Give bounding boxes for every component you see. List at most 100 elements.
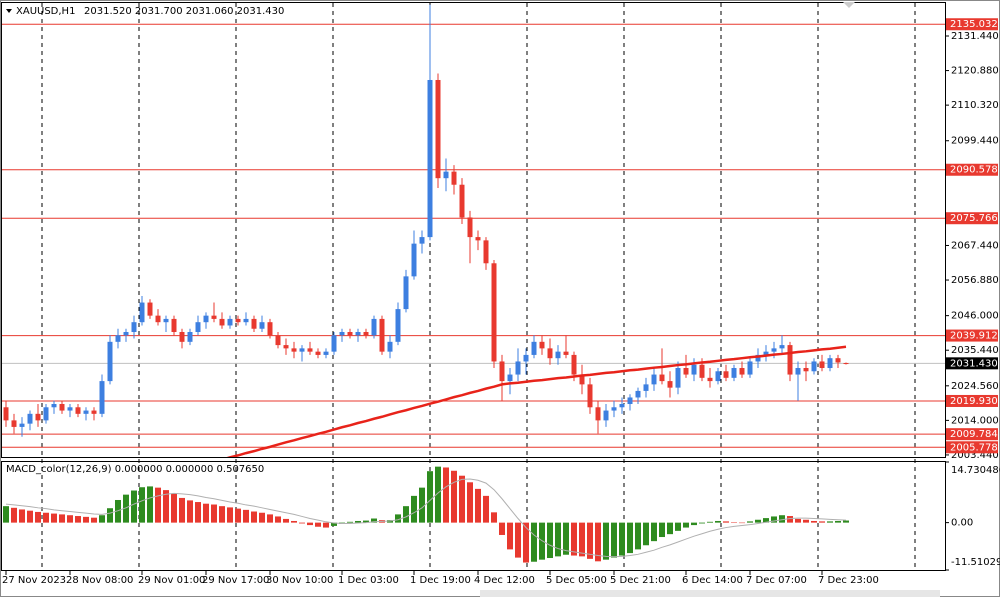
candle-body: [283, 345, 289, 349]
macd-plot: [3, 466, 849, 563]
x-tick-label: 27 Nov 2023: [2, 575, 66, 586]
candle-body: [715, 371, 721, 382]
macd-bar: [651, 522, 657, 542]
macd-bar: [107, 508, 113, 523]
macd-bar: [195, 502, 201, 523]
macd-bar: [51, 513, 57, 523]
candle-body: [363, 332, 369, 336]
macd-bar: [635, 522, 641, 550]
candle-body: [59, 404, 65, 411]
candle-body: [763, 351, 769, 355]
scroll-marker: [843, 2, 855, 8]
level-label-box: [946, 394, 998, 407]
candle-body: [123, 332, 129, 336]
candle-body: [315, 351, 321, 355]
candle-body: [507, 374, 513, 382]
macd-bar: [571, 522, 577, 556]
macd-bar: [835, 520, 841, 523]
macd-bar: [307, 522, 313, 526]
macd-bar: [771, 516, 777, 523]
x-tick-label: 1 Dec 03:00: [338, 575, 399, 586]
candle-body: [195, 322, 201, 333]
macd-bar: [67, 515, 73, 523]
candle-body: [739, 368, 745, 375]
candle-body: [755, 354, 761, 362]
candle-body: [835, 358, 841, 363]
macd-bar: [747, 521, 753, 523]
macd-bar: [691, 522, 697, 526]
macd-bar: [123, 494, 129, 523]
candle-body: [323, 351, 329, 355]
candle-body: [675, 368, 681, 388]
macd-bar: [27, 510, 33, 523]
candle-body: [251, 318, 257, 329]
macd-bar: [475, 488, 481, 523]
dropdown-arrow[interactable]: [6, 9, 12, 13]
candle-body: [843, 363, 849, 365]
candle-body: [515, 361, 521, 375]
candle-body: [619, 404, 625, 408]
macd-bar: [803, 519, 809, 523]
candle-body: [499, 361, 505, 382]
macd-bar: [683, 522, 689, 528]
macd-bar: [315, 522, 321, 527]
candle-body: [451, 171, 457, 185]
macd-bar: [219, 506, 225, 523]
x-tick-label: 7 Dec 07:00: [746, 575, 807, 586]
macd-bar: [371, 518, 377, 523]
macd-bar: [707, 521, 713, 523]
candle-body: [419, 237, 425, 244]
level-label: 2009.784: [950, 429, 998, 440]
y-tick-label: 0.00: [951, 518, 973, 529]
candle-body: [51, 404, 57, 408]
macd-bar: [11, 507, 17, 523]
macd-bar: [19, 509, 25, 523]
x-tick-label: 29 Nov 17:00: [202, 575, 269, 586]
macd-bar: [579, 522, 585, 557]
candle-body: [483, 240, 489, 264]
macd-bar: [563, 522, 569, 555]
macd-bar: [611, 522, 617, 558]
candle-body: [395, 309, 401, 342]
candle-body: [179, 332, 185, 342]
candle-body: [539, 341, 545, 349]
level-label: 2075.766: [950, 213, 998, 224]
candle-body: [219, 318, 225, 326]
candle-body: [67, 407, 73, 411]
macd-bar: [59, 514, 65, 523]
macd-bar: [435, 466, 441, 523]
macd-bar: [331, 522, 337, 526]
level-label-box: [946, 18, 998, 31]
macd-bar: [211, 504, 217, 523]
macd-bar: [779, 515, 785, 523]
candle-body: [659, 374, 665, 382]
macd-bar: [259, 512, 265, 523]
candle-body: [115, 335, 121, 342]
scrollbar[interactable]: [480, 590, 940, 597]
macd-bar: [363, 520, 369, 523]
macd-bar: [347, 521, 353, 523]
y-tick-label: 2099.440: [951, 136, 999, 147]
candle-body: [299, 348, 305, 352]
candle-body: [443, 171, 449, 179]
x-tick-label: 28 Nov 08:00: [66, 575, 133, 586]
macd-bar: [419, 487, 425, 523]
macd-bar: [627, 522, 633, 554]
level-label-box: [946, 441, 998, 454]
current-price-box: [946, 357, 998, 370]
candle-body: [107, 341, 113, 382]
y-tick-label: 2067.440: [951, 240, 999, 251]
level-label-box: [946, 163, 998, 176]
candle-body: [627, 397, 633, 405]
candle-body: [355, 332, 361, 336]
candle-body: [139, 302, 145, 323]
ohlc-values: 2031.520 2031.700 2031.060 2031.430: [84, 6, 284, 17]
candle-body: [35, 413, 41, 421]
candle-body: [571, 354, 577, 375]
macd-bar: [723, 521, 729, 523]
candle-body: [595, 407, 601, 421]
candle-body: [459, 184, 465, 218]
macd-bar: [619, 522, 625, 556]
macd-bar: [243, 509, 249, 523]
level-label: 2039.912: [950, 331, 998, 342]
